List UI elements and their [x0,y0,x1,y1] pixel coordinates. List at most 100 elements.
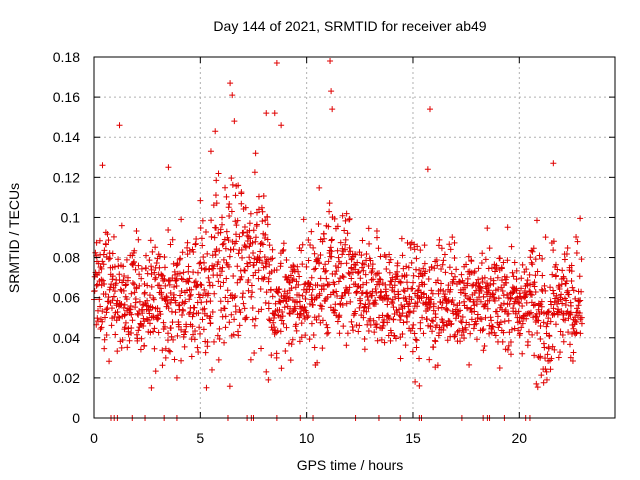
data-point [355,268,362,275]
data-point [524,338,531,345]
data-point [91,287,98,294]
data-point [194,269,201,276]
data-point [245,233,252,240]
data-point [93,282,100,289]
data-point [334,247,341,254]
data-point [278,365,285,372]
data-point [479,250,486,257]
data-point [259,208,266,215]
data-point [105,237,112,244]
data-point [116,271,123,278]
data-point [552,272,559,279]
data-point [578,320,585,327]
data-point [505,317,512,324]
data-point [417,247,424,254]
data-point [121,301,128,308]
data-point [279,247,286,254]
data-point [300,216,307,223]
data-point [258,204,265,211]
data-point [123,296,130,303]
data-point [379,312,386,319]
data-point [114,308,121,315]
data-point [123,256,130,263]
data-point [452,273,459,280]
data-point [547,318,554,325]
data-point [308,228,315,235]
x-tick-label: 10 [299,430,315,446]
data-point [217,226,224,233]
data-point [410,279,417,286]
data-point [366,240,373,247]
data-point [146,310,153,317]
data-point [448,270,455,277]
data-point [537,323,544,330]
data-point [368,276,375,283]
data-point [402,342,409,349]
data-point [165,164,172,171]
data-point [457,338,464,345]
data-point [266,242,273,249]
x-tick-label: 20 [512,430,528,446]
data-point [495,295,502,302]
data-point [326,208,333,215]
data-point [187,292,194,299]
data-point [528,299,535,306]
data-point [184,244,191,251]
data-point [208,366,215,373]
data-point [150,313,157,320]
data-point [102,241,109,248]
data-point [316,184,323,191]
data-point [402,295,409,302]
data-point [434,262,441,269]
data-point [128,324,135,331]
data-point [403,263,410,270]
data-point [252,234,259,241]
data-point [529,248,536,255]
data-point [457,318,464,325]
data-point [135,236,142,243]
data-point [503,279,510,286]
data-point [519,261,526,268]
data-point [540,310,547,317]
data-point [262,217,269,224]
data-point [280,240,287,247]
data-point [179,249,186,256]
data-point [543,376,550,383]
data-point [151,269,158,276]
data-point [504,291,511,298]
data-point [529,331,536,338]
data-point [302,332,309,339]
data-point [174,261,181,268]
data-point [122,319,129,326]
data-point [390,304,397,311]
data-point [466,361,473,368]
data-point [178,275,185,282]
data-point [342,236,349,243]
data-point [511,259,518,266]
data-point [484,280,491,287]
data-point [322,261,329,268]
data-point [564,245,571,252]
data-point [326,281,333,288]
data-point [498,265,505,272]
data-point [94,281,101,288]
data-point [340,323,347,330]
data-point [104,231,111,238]
data-point [215,356,222,363]
data-point [180,269,187,276]
data-point [138,265,145,272]
data-point [343,300,350,307]
data-point [97,325,104,332]
data-point [429,328,436,335]
data-point [534,384,541,391]
data-point [296,338,303,345]
data-point [298,334,305,341]
data-point [169,236,176,243]
data-point [283,324,290,331]
data-point [335,278,342,285]
data-point [172,309,179,316]
data-point [426,356,433,363]
data-point [518,285,525,292]
data-point [430,318,437,325]
data-point [238,200,245,207]
